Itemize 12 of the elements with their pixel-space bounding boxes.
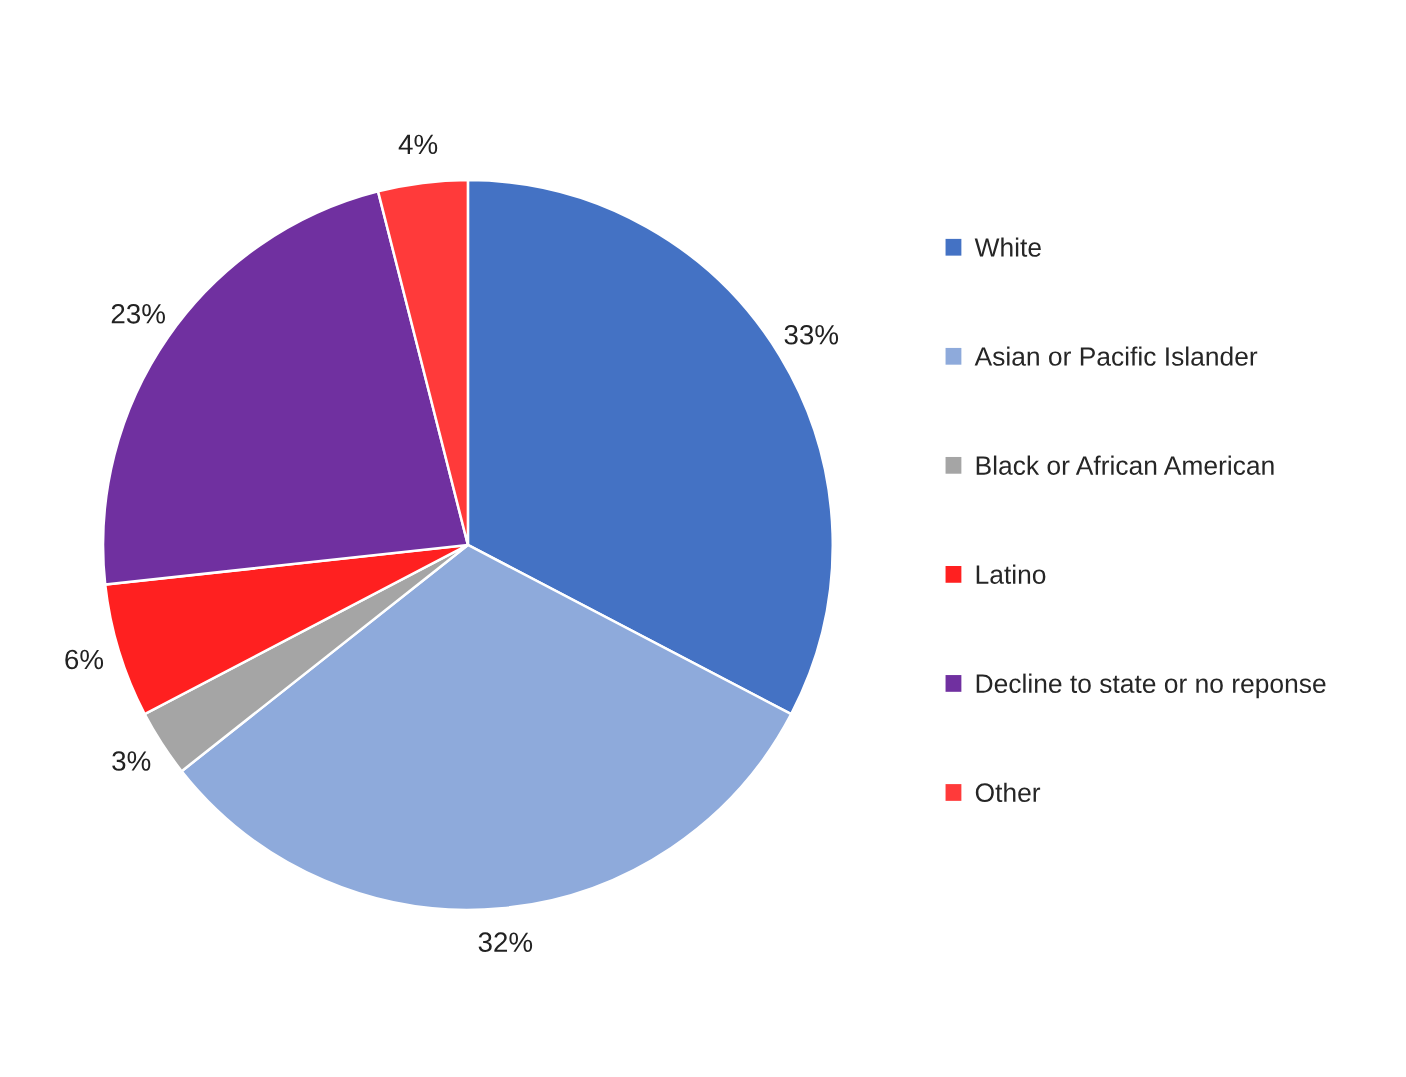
data-label: 32% <box>478 932 533 953</box>
data-label: 4% <box>398 134 438 155</box>
legend-label: White <box>974 237 1041 257</box>
data-label: 6% <box>65 649 104 670</box>
legend-label: Latino <box>976 564 1046 584</box>
legend-label: Black or African American <box>976 455 1274 475</box>
data-label: 3% <box>112 751 151 771</box>
data-label: 33% <box>784 324 839 345</box>
data-label: 23% <box>111 303 165 324</box>
legend-label: Other <box>975 782 1041 803</box>
legend-label: Decline to state or no reponse <box>976 673 1326 699</box>
legend-label: Asian or Pacific Islander <box>974 346 1258 366</box>
